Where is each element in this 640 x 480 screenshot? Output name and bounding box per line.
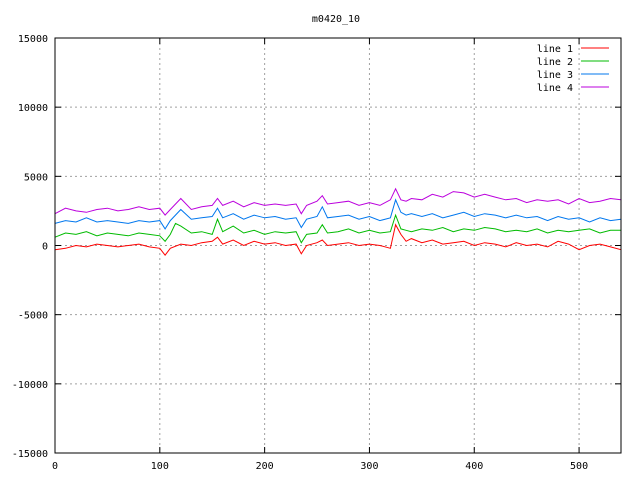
y-tick-label: 10000 [18,103,48,114]
y-tick-label: -10000 [12,380,48,391]
series-line-3 [54,198,622,230]
legend-label-2: line 2 [537,57,573,68]
legend: line 1 line 2 line 3 line 4 [537,44,609,94]
axis-ticks: 0 100 200 300 400 500 -15000 -10000 -5000 0 5000 10… [12,34,621,472]
x-tick-label: 400 [465,461,483,472]
x-tick-label: 300 [360,461,378,472]
grid [55,38,621,453]
series-lines [54,187,622,257]
legend-label-3: line 3 [537,70,573,81]
y-tick-label: 0 [42,242,48,253]
series-line-1 [54,223,622,257]
x-tick-label: 500 [570,461,588,472]
chart-title: m0420_10 [312,14,360,25]
series-line-4 [54,187,622,216]
y-tick-label: -15000 [12,449,48,460]
legend-label-1: line 1 [537,44,573,55]
y-tick-label: 15000 [18,34,48,45]
y-tick-label: -5000 [18,311,48,322]
legend-label-4: line 4 [537,83,573,94]
x-tick-label: 200 [256,461,274,472]
y-tick-label: 5000 [24,172,48,183]
x-tick-label: 0 [52,461,58,472]
plot-frame [54,37,622,454]
series-line-2 [54,213,621,244]
x-tick-label: 100 [151,461,169,472]
